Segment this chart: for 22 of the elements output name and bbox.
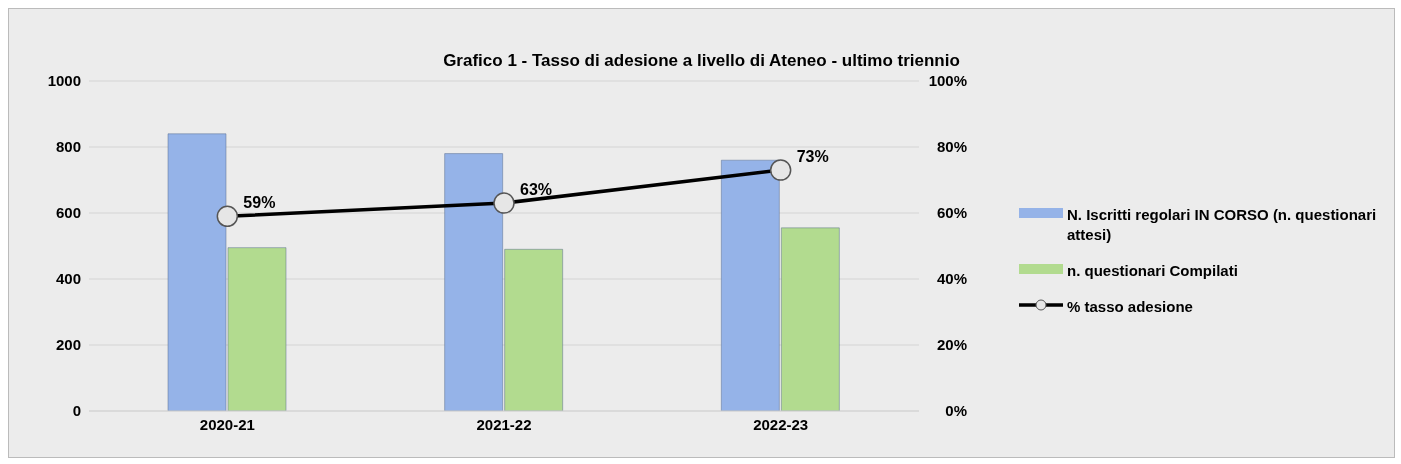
y2-tick-label: 40%	[936, 270, 967, 288]
y-tick-label: 400	[55, 270, 81, 288]
y2-tick-label: 0%	[945, 402, 967, 420]
x-tick-label: 2021-22	[476, 415, 532, 433]
y-tick-label: 0	[72, 402, 81, 420]
x-tick-label: 2020-21	[199, 415, 255, 433]
y2-tick-label: 80%	[936, 138, 967, 156]
y-tick-label: 800	[55, 138, 81, 156]
data-label: 73%	[796, 148, 829, 166]
y2-tick-label: 60%	[936, 204, 967, 222]
y-tick-label: 200	[55, 336, 81, 354]
chart-title: Grafico 1 - Tasso di adesione a livello di Ateneo - ultimo triennio	[442, 50, 961, 71]
y-tick-label: 600	[55, 204, 81, 222]
legend-label: % tasso adesione	[1067, 297, 1193, 317]
y2-tick-label: 20%	[936, 336, 967, 354]
y-tick-label: 1000	[47, 72, 81, 90]
legend-label: N. Iscritti regolari IN CORSO (n. questionari attesi)	[1067, 205, 1378, 245]
legend-label: n. questionari Compilati	[1067, 261, 1238, 281]
x-tick-label: 2022-23	[753, 415, 809, 433]
data-label: 59%	[243, 194, 276, 212]
y2-tick-label: 100%	[928, 72, 967, 90]
data-label: 63%	[520, 181, 553, 199]
